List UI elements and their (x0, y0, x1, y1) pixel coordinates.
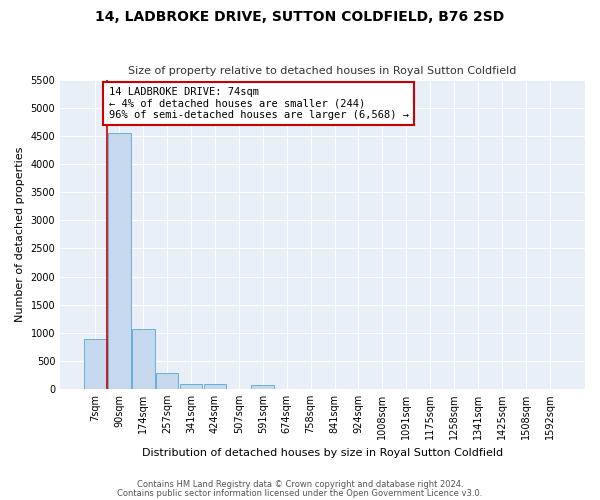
Text: 14, LADBROKE DRIVE, SUTTON COLDFIELD, B76 2SD: 14, LADBROKE DRIVE, SUTTON COLDFIELD, B7… (95, 10, 505, 24)
Bar (108, 134, 131, 389)
Y-axis label: Number of detached properties: Number of detached properties (15, 146, 25, 322)
Bar (84, 340, 107, 389)
Title: Size of property relative to detached houses in Royal Sutton Coldfield: Size of property relative to detached ho… (128, 66, 517, 76)
Bar (179, 384, 202, 389)
Bar (156, 373, 178, 389)
Text: 14 LADBROKE DRIVE: 74sqm
← 4% of detached houses are smaller (244)
96% of semi-d: 14 LADBROKE DRIVE: 74sqm ← 4% of detache… (109, 87, 409, 120)
Bar (203, 384, 226, 389)
Text: Contains public sector information licensed under the Open Government Licence v3: Contains public sector information licen… (118, 488, 482, 498)
X-axis label: Distribution of detached houses by size in Royal Sutton Coldfield: Distribution of detached houses by size … (142, 448, 503, 458)
Text: Contains HM Land Registry data © Crown copyright and database right 2024.: Contains HM Land Registry data © Crown c… (137, 480, 463, 489)
Bar (251, 386, 274, 389)
Bar (132, 330, 155, 389)
